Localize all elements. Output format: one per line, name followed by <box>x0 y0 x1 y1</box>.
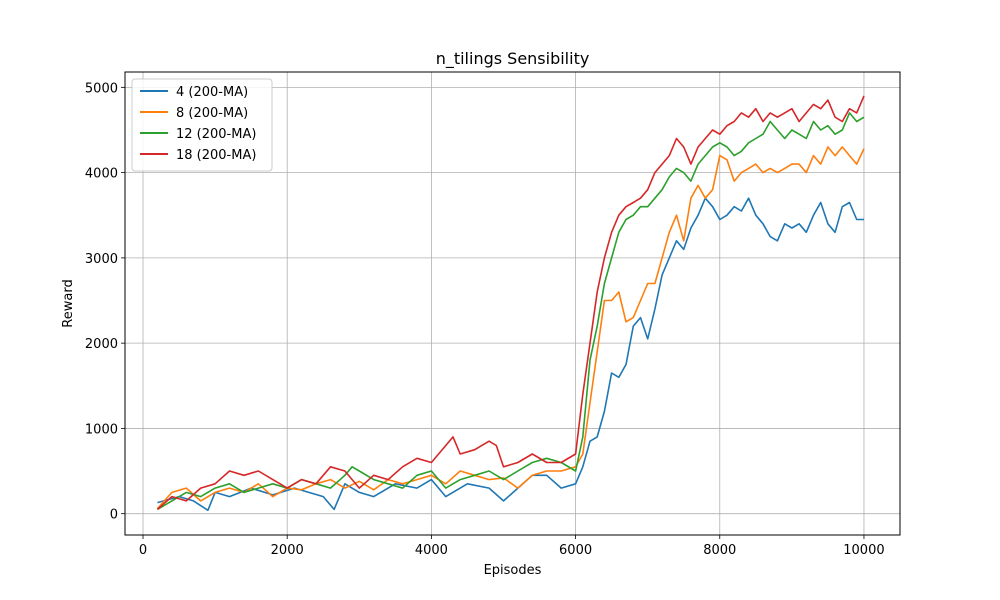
y-tick-label: 2000 <box>85 337 118 352</box>
series-line-4 <box>156 95 865 510</box>
axis-ticks: 0 2000 4000 6000 8000 10000 0 1000 2000 3000 4000 5… <box>85 81 885 558</box>
x-tick-label: 6000 <box>559 543 592 558</box>
series-line-1 <box>157 197 864 512</box>
legend-label: 12 (200-MA) <box>176 127 256 142</box>
y-tick-label: 1000 <box>85 422 118 437</box>
y-axis-title: Reward <box>61 279 76 327</box>
series-layer <box>156 95 865 512</box>
legend-label: 4 (200-MA) <box>176 85 248 100</box>
x-tick-label: 4000 <box>415 543 448 558</box>
y-tick-label: 4000 <box>85 167 118 182</box>
x-tick-label: 2000 <box>271 543 304 558</box>
x-tick-label: 8000 <box>703 543 736 558</box>
series-line-2 <box>156 146 865 510</box>
chart-title: n_tilings Sensibility <box>436 49 590 69</box>
series-line-3 <box>156 112 865 511</box>
legend-label: 18 (200-MA) <box>176 148 256 163</box>
y-tick-label: 5000 <box>85 81 118 96</box>
legend-box <box>131 78 273 172</box>
x-tick-label: 10000 <box>843 543 884 558</box>
x-tick-label: 0 <box>139 543 147 558</box>
y-tick-label: 3000 <box>85 252 118 267</box>
x-axis-title: Episodes <box>484 563 542 578</box>
plot-frame <box>124 71 901 536</box>
legend-label: 8 (200-MA) <box>176 106 248 121</box>
y-tick-label: 0 <box>110 508 118 523</box>
legend: 4 (200-MA) 8 (200-MA) 12 (200-MA) 18 (200-M… <box>131 78 273 172</box>
grid <box>125 72 900 535</box>
